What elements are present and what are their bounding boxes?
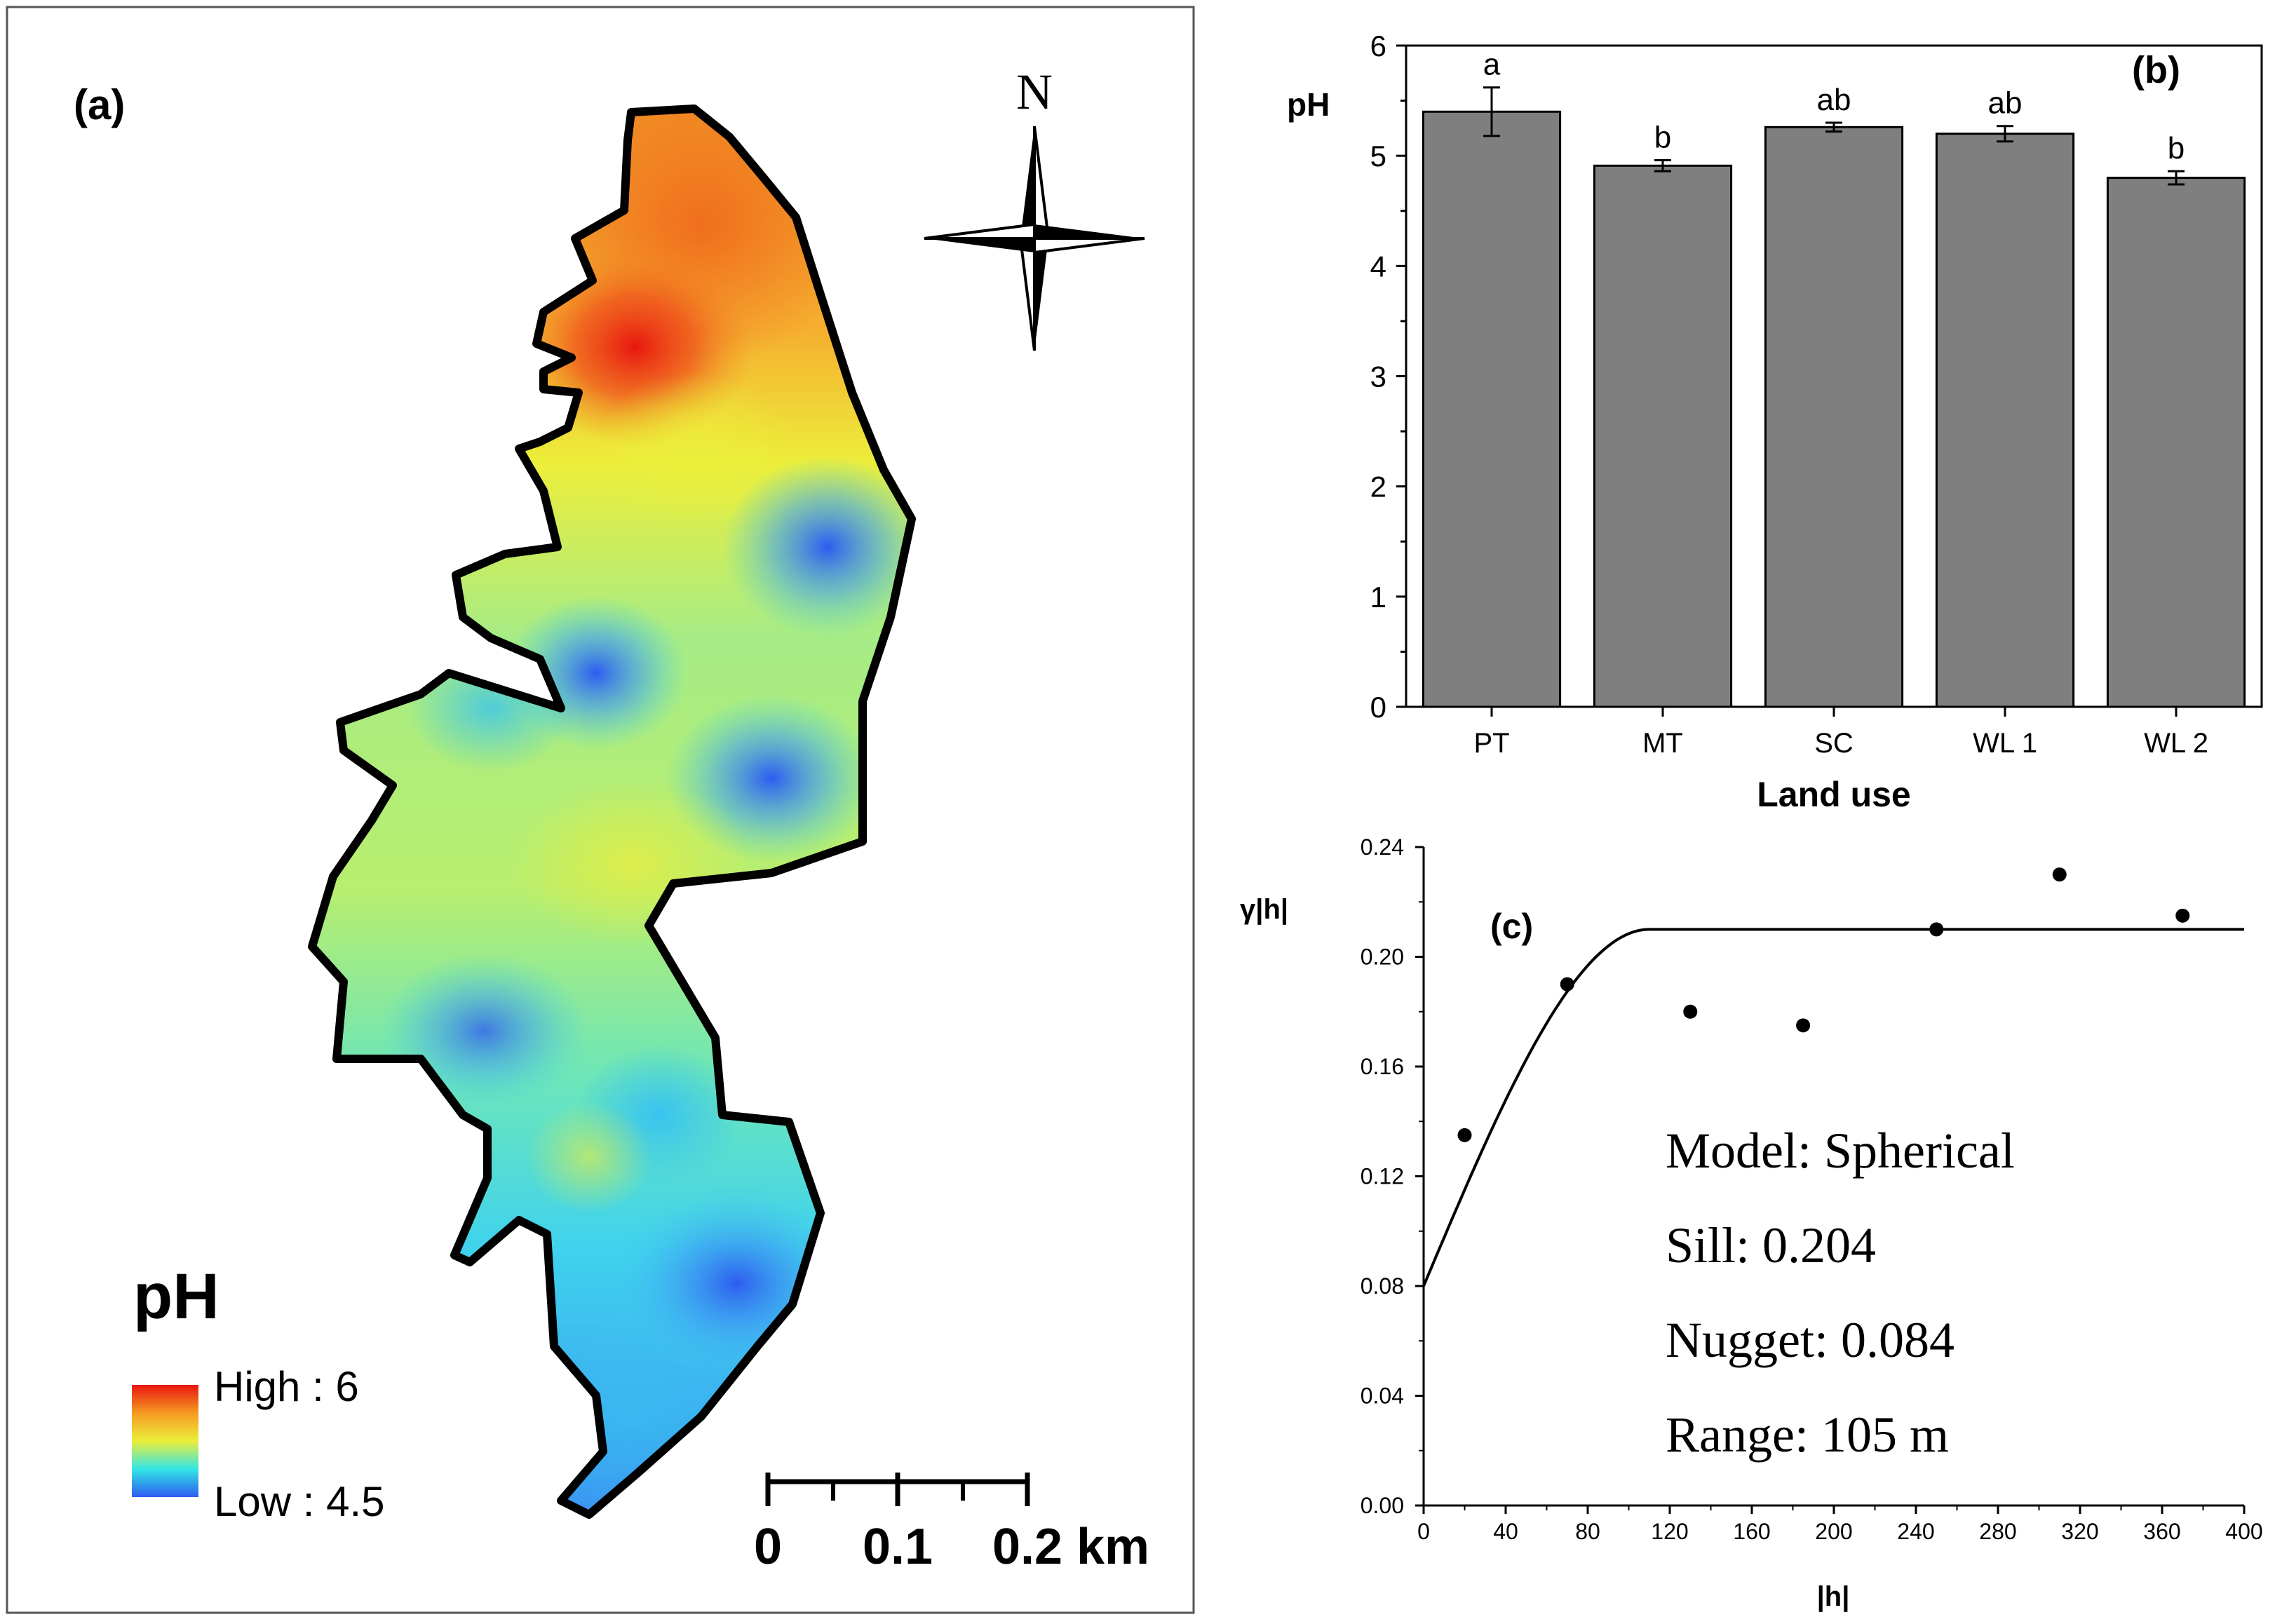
variogram-x-label: |h| — [1817, 1581, 1850, 1612]
bar — [1422, 110, 1562, 708]
variogram-x-tick-label: 320 — [2061, 1519, 2098, 1544]
variogram-x-tick-label: 280 — [1979, 1519, 2016, 1544]
variogram-x-tick-label: 200 — [1815, 1519, 1852, 1544]
bar-category-label: PT — [1473, 728, 1509, 759]
bar-significance-letter: ab — [1988, 86, 2023, 121]
bar-category-label: WL 2 — [2144, 728, 2208, 759]
variogram-x-tick-label: 360 — [2143, 1519, 2180, 1544]
semivariance-point — [2052, 867, 2067, 882]
variogram-panel-label: (c) — [1490, 907, 1533, 946]
variogram-y-tick-label: 0.04 — [1361, 1383, 1404, 1409]
bar-chart-panel-label: (b) — [2132, 49, 2180, 91]
semivariance-point — [1457, 1128, 1472, 1142]
bar-category-label: WL 1 — [1973, 728, 2037, 759]
semivariance-point — [2175, 908, 2190, 923]
variogram-x-tick-label: 120 — [1651, 1519, 1688, 1544]
variogram-y-tick-label: 0.24 — [1361, 834, 1404, 860]
bar-y-tick-label: 1 — [1370, 581, 1386, 614]
bar-y-tick-label: 5 — [1370, 140, 1386, 172]
variogram-y-tick-label: 0.00 — [1361, 1493, 1404, 1518]
variogram-x-tick-label: 0 — [1417, 1519, 1430, 1544]
bar-y-tick-label: 2 — [1370, 471, 1386, 503]
variogram-y-tick-label: 0.12 — [1361, 1164, 1404, 1189]
sill-annotation: Sill: 0.204 — [1666, 1217, 1876, 1273]
bar-chart-x-label: Land use — [1757, 775, 1910, 814]
bar-significance-letter: ab — [1817, 83, 1851, 117]
semivariance-point — [1683, 1004, 1698, 1019]
variogram-x-tick-label: 240 — [1897, 1519, 1934, 1544]
variogram-x-tick-label: 400 — [2225, 1519, 2262, 1544]
variogram-x-tick-label: 160 — [1733, 1519, 1770, 1544]
legend-color-ramp — [132, 1385, 198, 1497]
scale-bar: 0 0.1 0.2 km — [754, 1473, 1149, 1575]
bar-category-label: MT — [1642, 728, 1683, 759]
semivariance-point — [1929, 922, 1944, 937]
spherical-model-curve — [1422, 928, 2244, 1287]
scale-label-0: 0 — [754, 1519, 782, 1575]
legend-low-label: Low : 4.5 — [214, 1478, 385, 1525]
variogram-y-tick-label: 0.16 — [1361, 1054, 1404, 1079]
semivariance-point — [1560, 977, 1574, 992]
legend-high-label: High : 6 — [214, 1363, 359, 1410]
bar-chart-y-label: pH — [1287, 86, 1330, 123]
model-annotation: Model: Spherical — [1666, 1123, 2015, 1179]
variogram-x-tick-label: 80 — [1575, 1519, 1600, 1544]
bar-significance-letter: b — [2168, 131, 2185, 165]
map-legend: pH High : 6 Low : 4.5 — [132, 1261, 385, 1525]
study-area-boundary — [308, 104, 916, 1519]
bar-y-tick-label: 4 — [1370, 250, 1386, 283]
semivariogram-chart: (c) γ|h| |h| Model: Spherical Sill: 0.20… — [1240, 834, 2263, 1612]
bar — [1593, 164, 1733, 708]
variogram-x-tick-label: 40 — [1493, 1519, 1518, 1544]
bar — [1764, 126, 1904, 708]
legend-title: pH — [133, 1261, 220, 1332]
north-label: N — [1016, 64, 1053, 120]
variogram-y-label: γ|h| — [1240, 894, 1288, 925]
scale-label-2: 0.2 — [992, 1519, 1062, 1575]
bar-significance-letter: b — [1654, 120, 1671, 154]
semivariance-point — [1796, 1018, 1811, 1033]
bar — [1935, 133, 2075, 708]
map-panel-label: (a) — [74, 81, 125, 128]
nugget-annotation: Nugget: 0.084 — [1666, 1312, 1955, 1368]
bar-y-tick-label: 0 — [1370, 691, 1386, 724]
ph-bar-chart: (b) pH Land use 0 1 2 3 4 5 6 a PT b MT ab SC ab WL 1 b… — [1287, 29, 2263, 814]
north-arrow-icon: N — [924, 64, 1145, 351]
bar-y-tick-label: 6 — [1370, 29, 1386, 62]
scale-label-1: 0.1 — [863, 1519, 933, 1575]
variogram-y-tick-label: 0.20 — [1361, 945, 1404, 970]
bar-category-label: SC — [1814, 728, 1854, 759]
scale-unit: km — [1076, 1519, 1149, 1575]
bar-significance-letter: a — [1483, 48, 1501, 82]
bar — [2106, 177, 2246, 708]
range-annotation: Range: 105 m — [1666, 1407, 1949, 1463]
variogram-y-tick-label: 0.08 — [1361, 1273, 1404, 1299]
bar-y-tick-label: 3 — [1370, 360, 1386, 393]
